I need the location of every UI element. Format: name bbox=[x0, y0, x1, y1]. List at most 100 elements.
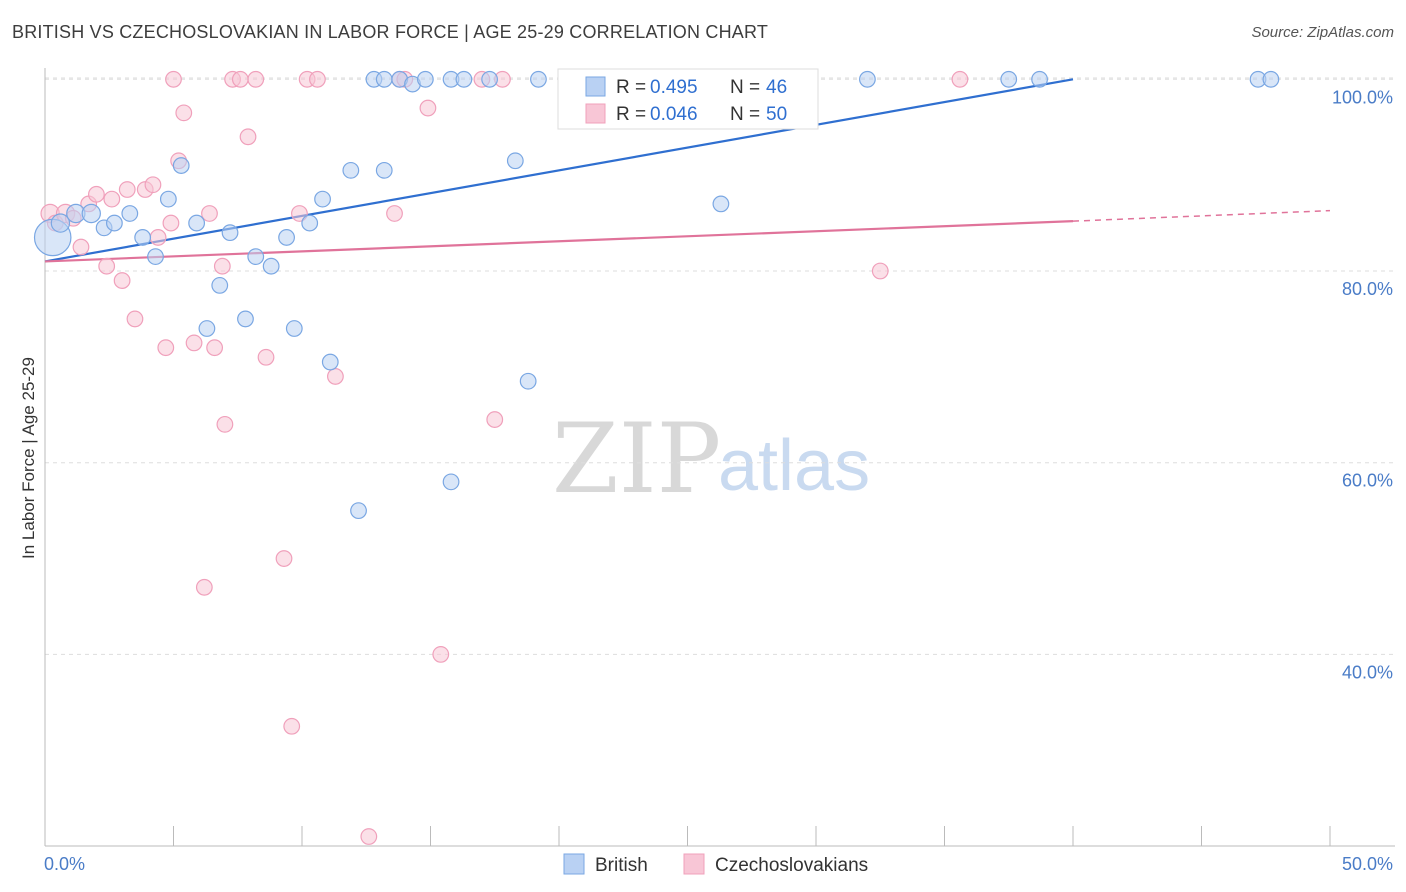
czech-point bbox=[257, 348, 275, 366]
british-point bbox=[105, 214, 123, 232]
bottom-legend-british-swatch bbox=[563, 853, 585, 875]
czech-point bbox=[360, 828, 378, 845]
british-point bbox=[712, 195, 730, 213]
bottom-legend-czech-swatch bbox=[683, 853, 705, 875]
british-point bbox=[247, 248, 265, 266]
british-point bbox=[147, 248, 164, 266]
czech-point bbox=[157, 339, 175, 357]
british-point bbox=[455, 70, 473, 88]
british-point bbox=[506, 152, 524, 170]
y-tick-label: 80.0% bbox=[1342, 279, 1393, 299]
british-point bbox=[1000, 70, 1018, 88]
british-point bbox=[285, 320, 303, 337]
czech-trend-extension bbox=[1072, 209, 1331, 222]
chart-source: Source: ZipAtlas.com bbox=[1251, 24, 1394, 41]
czech-point bbox=[327, 368, 344, 385]
british-point bbox=[221, 224, 239, 242]
czech-point bbox=[951, 70, 969, 88]
british-trend-line bbox=[44, 78, 1074, 263]
chart-title: BRITISH VS CZECHOSLOVAKIAN IN LABOR FORC… bbox=[12, 22, 769, 42]
british-point bbox=[198, 320, 216, 337]
legend-czech-swatch bbox=[585, 103, 606, 124]
legend-czech-r-label: R = bbox=[616, 104, 646, 125]
legend-british-r-label: R = bbox=[616, 77, 646, 98]
british-point bbox=[50, 213, 71, 233]
czech-point bbox=[213, 257, 231, 275]
legend-british-n-value: 46 bbox=[766, 77, 787, 98]
grid-lines bbox=[45, 77, 1395, 655]
czech-point bbox=[386, 205, 403, 222]
british-point bbox=[442, 473, 460, 491]
czech-point bbox=[126, 310, 144, 328]
british-point bbox=[859, 70, 876, 88]
czech-point bbox=[144, 176, 162, 194]
british-point bbox=[375, 70, 393, 88]
british-point bbox=[188, 214, 206, 232]
y-tick-label: 100.0% bbox=[1332, 87, 1393, 107]
legend-british-r-value: 0.495 bbox=[650, 77, 698, 98]
bottom-legend-british-label: British bbox=[595, 855, 648, 876]
british-point bbox=[314, 190, 331, 208]
czech-point bbox=[231, 70, 249, 88]
czech-point bbox=[206, 339, 224, 357]
x-tick-label: 50.0% bbox=[1342, 854, 1393, 874]
british-point bbox=[530, 70, 547, 88]
czech-point bbox=[283, 717, 301, 735]
british-point bbox=[172, 157, 190, 174]
czech-point bbox=[486, 411, 504, 428]
czech-point bbox=[87, 185, 105, 203]
british-point bbox=[121, 205, 139, 222]
czech-point bbox=[118, 181, 136, 198]
legend-british-n-label: N = bbox=[730, 77, 760, 98]
axes bbox=[44, 68, 1395, 847]
british-points bbox=[33, 70, 1280, 520]
czech-point bbox=[72, 238, 90, 256]
y-tick-label: 40.0% bbox=[1342, 662, 1393, 682]
czech-point bbox=[165, 70, 182, 88]
tick-labels: 40.0% 60.0% 80.0% 100.0% 0.0% 50.0% bbox=[44, 87, 1393, 874]
british-point bbox=[211, 276, 229, 294]
czech-point bbox=[175, 104, 193, 122]
legend-czech-n-value: 50 bbox=[766, 104, 787, 125]
british-point bbox=[519, 372, 537, 390]
british-point bbox=[1031, 70, 1048, 88]
bottom-legend-czech-label: Czechoslovakians bbox=[715, 855, 868, 876]
czech-point bbox=[98, 257, 116, 275]
watermark-zip: ZIP bbox=[552, 403, 721, 515]
british-point bbox=[159, 190, 177, 208]
czech-point bbox=[239, 128, 257, 146]
british-point bbox=[342, 161, 360, 179]
czech-point bbox=[149, 229, 167, 246]
british-point bbox=[301, 214, 319, 232]
bottom-legend: British Czechoslovakians bbox=[563, 853, 868, 876]
legend-british-swatch bbox=[585, 76, 606, 97]
czech-point bbox=[162, 214, 180, 232]
british-point bbox=[481, 70, 499, 88]
czech-point bbox=[195, 578, 213, 596]
british-point bbox=[81, 203, 101, 224]
czech-point bbox=[871, 262, 889, 280]
british-point bbox=[134, 229, 152, 246]
legend-czech-n-label: N = bbox=[730, 104, 760, 125]
top-legend: R = 0.495 N = 46 R = 0.046 N = 50 bbox=[557, 68, 819, 130]
british-point bbox=[375, 161, 393, 179]
watermark-atlas: atlas bbox=[718, 426, 870, 506]
czech-point bbox=[103, 190, 121, 208]
british-point bbox=[1262, 70, 1280, 88]
czech-point bbox=[247, 70, 265, 88]
legend-czech-r-value: 0.046 bbox=[650, 104, 698, 125]
british-point bbox=[262, 257, 280, 275]
y-tick-label: 60.0% bbox=[1342, 471, 1393, 491]
trend-lines bbox=[44, 78, 1331, 263]
british-point bbox=[321, 353, 339, 371]
x-tick-label: 0.0% bbox=[44, 854, 85, 874]
czech-trend-line bbox=[44, 220, 1074, 263]
czech-point bbox=[113, 272, 131, 289]
czech-point bbox=[185, 334, 203, 352]
british-point bbox=[416, 70, 434, 88]
british-point bbox=[278, 229, 295, 246]
czech-point bbox=[309, 70, 326, 88]
british-point bbox=[237, 310, 254, 328]
british-point bbox=[350, 502, 367, 520]
